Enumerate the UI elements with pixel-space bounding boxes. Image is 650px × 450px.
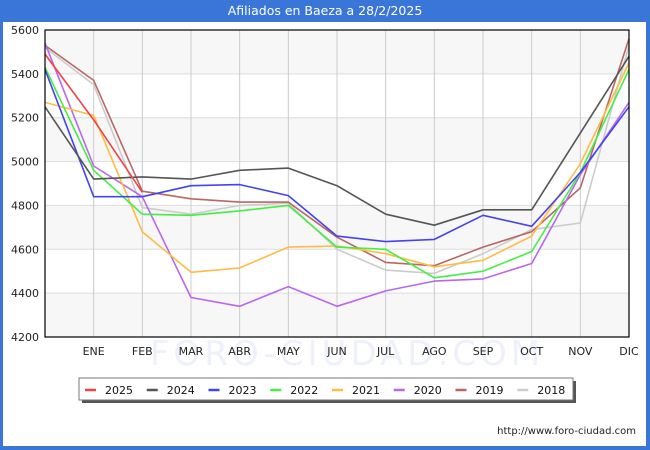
legend-box [78,377,574,401]
series-line-2024 [44,55,630,226]
plot-frame [44,29,630,338]
legend-label-2022: 2022 [290,384,318,397]
x-tick-label: JUL [376,345,395,358]
x-tick-label: SEP [473,345,494,358]
x-tick-label: MAR [179,345,204,358]
x-tick-label: FEB [132,345,153,358]
y-tick-label: 4200 [11,331,39,344]
legend-label-2025: 2025 [105,384,133,397]
x-tick-label: NOV [568,345,593,358]
legend-label-2023: 2023 [229,384,257,397]
x-tick-label: JUN [326,345,347,358]
legend-label-2024: 2024 [167,384,195,397]
x-tick-label: MAY [277,345,300,358]
x-tick-label: OCT [520,345,543,358]
x-tick-label: ENE [83,345,105,358]
x-tick-label: DIC [619,345,639,358]
series-line-2018 [44,45,630,275]
x-tick-label: AGO [422,345,447,358]
series-line-2021 [44,62,630,274]
line-chart: FORO-CIUDAD.COM 4200 4400 4600 4800 5000 5200 5… [11,24,639,403]
legend-label-2018: 2018 [537,384,565,397]
y-tick-label: 4800 [11,199,39,212]
chart-panel: FORO-CIUDAD.COM 4200 4400 4600 4800 5000 5200 5… [3,22,646,446]
y-tick-label: 5000 [11,156,39,169]
y-tick-label: 5400 [11,68,39,81]
y-tick-label: 5600 [11,24,39,37]
legend-label-2020: 2020 [414,384,442,397]
source-credit: http://www.foro-ciudad.com [497,426,636,437]
x-tick-label: ABR [228,345,251,358]
chart-title: Afiliados en Baeza a 28/2/2025 [227,3,423,18]
legend-label-2021: 2021 [352,384,380,397]
watermark: FORO-CIUDAD.COM [150,334,544,374]
series-line-2023 [44,69,630,243]
series-line-2022 [44,66,630,279]
y-tick-label: 5200 [11,112,39,125]
y-tick-label: 4600 [11,243,39,256]
legend-label-2019: 2019 [476,384,504,397]
series-line-2025 [44,53,143,193]
y-tick-label: 4400 [11,287,39,300]
